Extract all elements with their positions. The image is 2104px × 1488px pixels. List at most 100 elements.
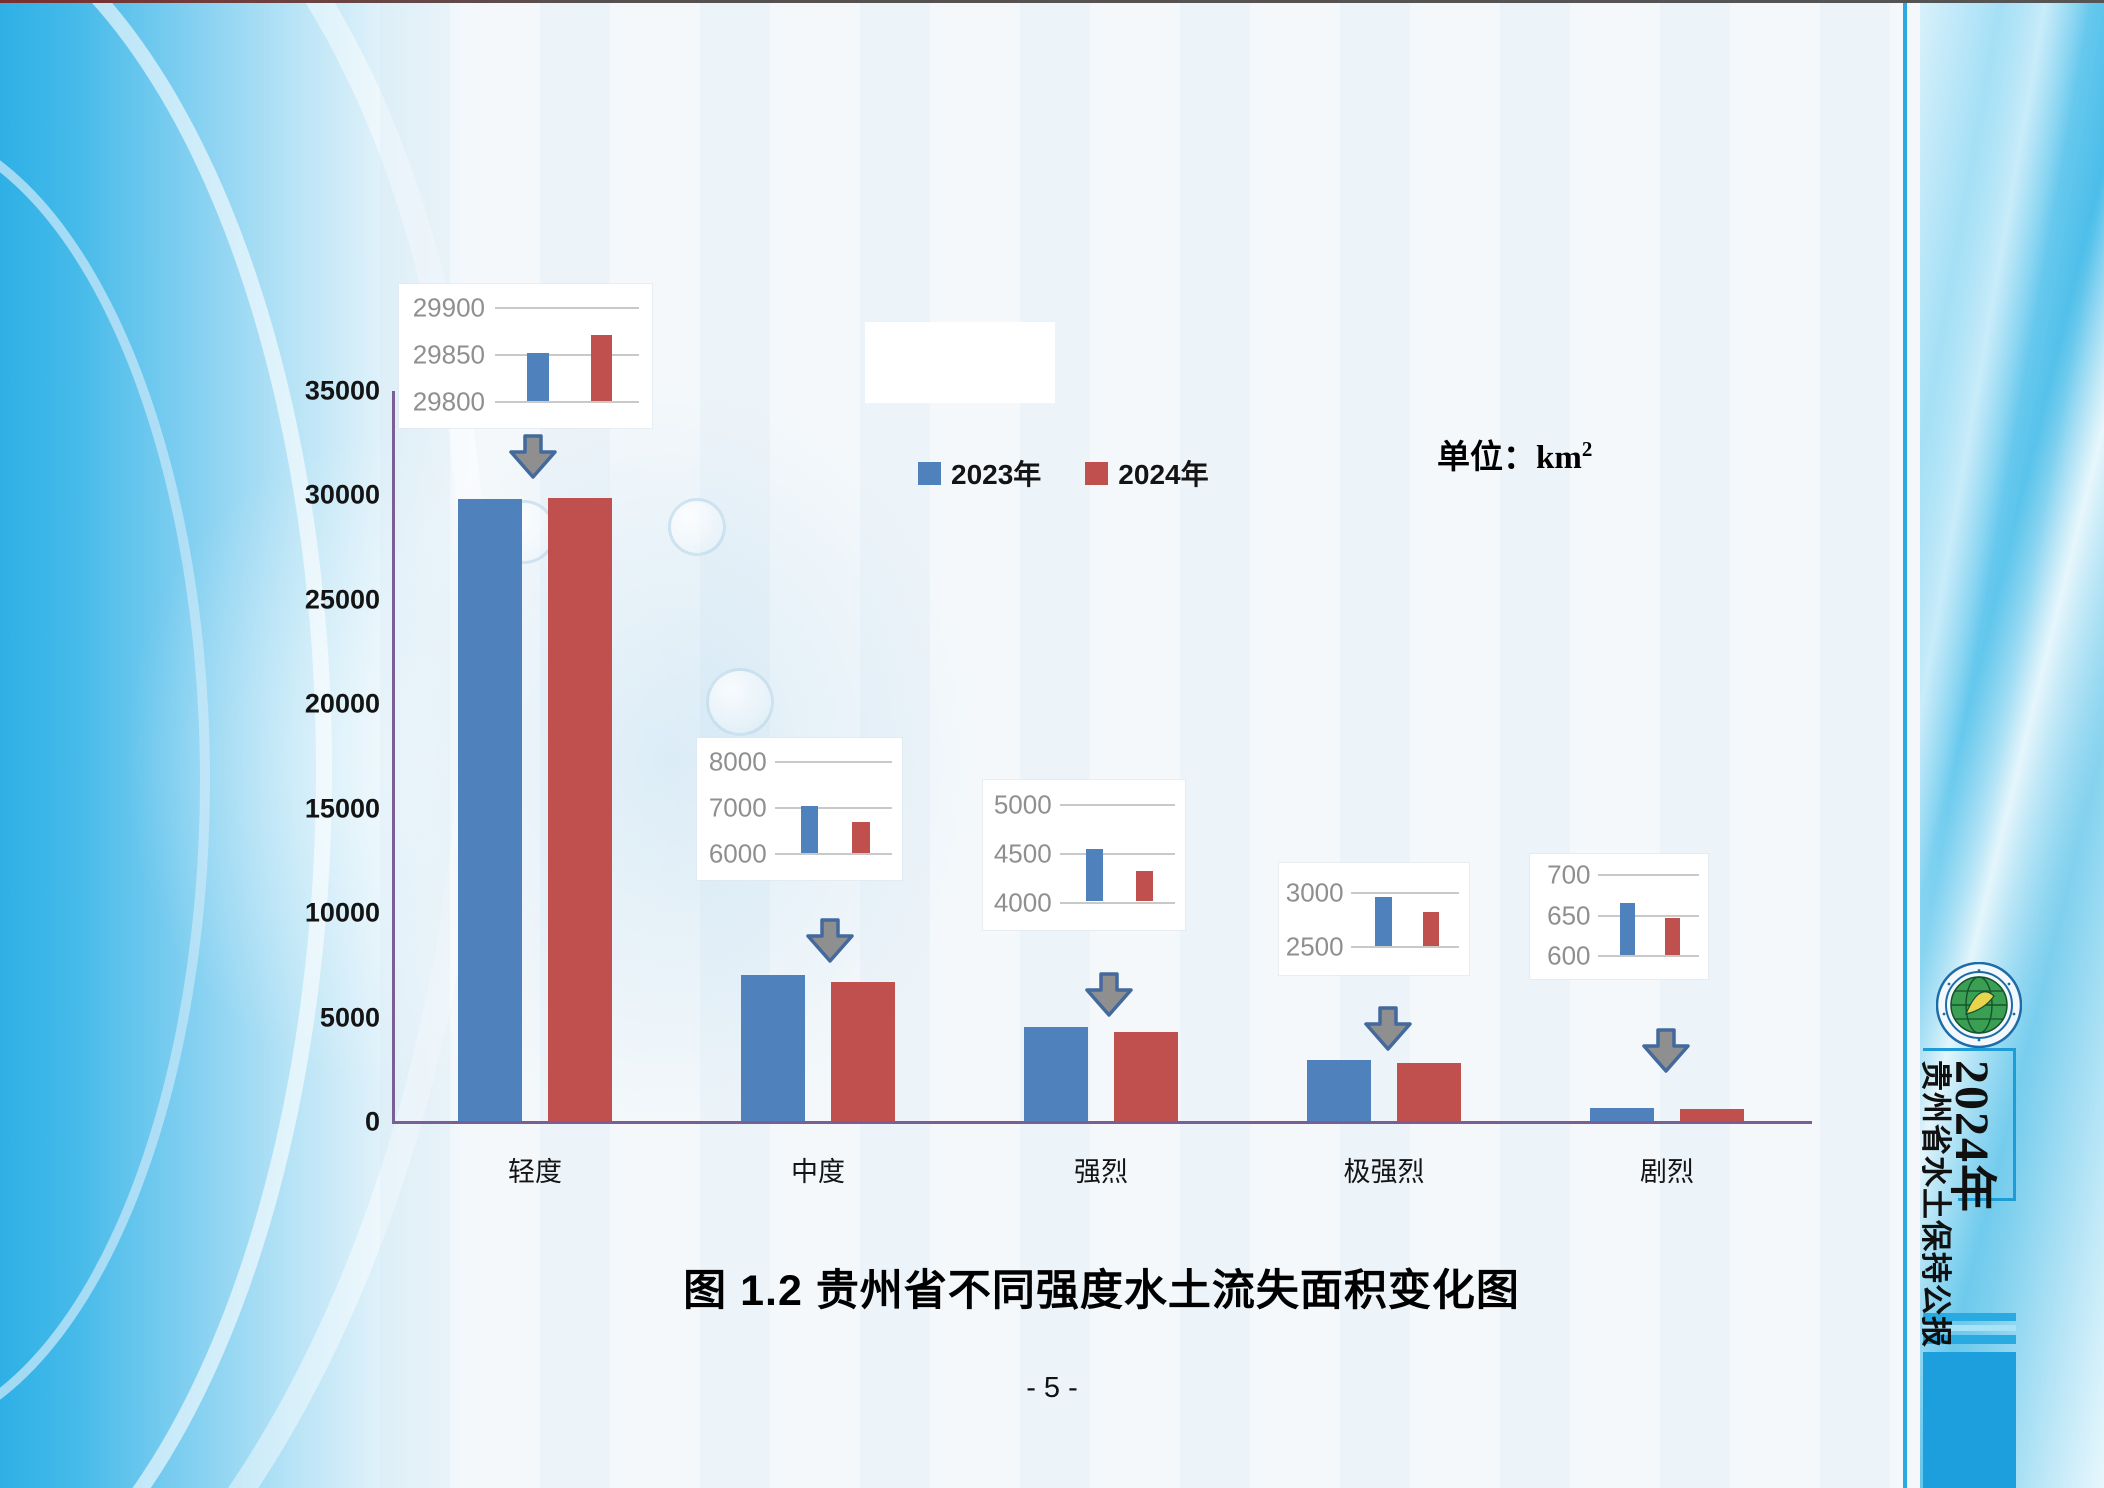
arrow-down-icon xyxy=(1364,1006,1412,1051)
inset-bar-2024年 xyxy=(1664,917,1680,956)
y-tick-label: 25000 xyxy=(304,584,380,615)
x-axis-label-轻度: 轻度 xyxy=(508,1157,562,1187)
sidebar-divider-line xyxy=(1903,0,1907,1488)
inset-gridline xyxy=(1059,901,1175,904)
y-tick-label: 0 xyxy=(364,1106,380,1137)
unit-superscript: 2 xyxy=(1581,437,1593,461)
bar-2023年-极强烈 xyxy=(1307,1060,1371,1122)
inset-gridline xyxy=(1597,874,1700,876)
legend-swatch-icon xyxy=(918,461,941,485)
legend-item: 2024年 xyxy=(1085,453,1209,493)
y-axis-tick-labels: 0 5000 10000 15000 20000 25000 30000 35000 xyxy=(250,0,380,1488)
bubble-icon xyxy=(668,498,726,556)
inset-gridline xyxy=(495,353,640,356)
inset-tick-label: 600 xyxy=(1547,940,1591,971)
spine-bracket-bottom xyxy=(1958,1198,2016,1201)
inset-gridline xyxy=(774,853,892,856)
zoom-inset-qingdu: 29900 29850 29800 xyxy=(399,284,652,428)
inset-bar-2023年 xyxy=(1375,896,1392,946)
bar-2023年-强烈 xyxy=(1024,1027,1088,1122)
chart-legend: 2023年 2024年 xyxy=(918,453,1209,493)
page-top-border xyxy=(0,0,2104,3)
y-tick-label: 10000 xyxy=(304,897,380,928)
bar-2023年-中度 xyxy=(741,975,805,1122)
legend-swatch-icon xyxy=(1085,461,1109,485)
inset-tick-label: 7000 xyxy=(708,792,767,823)
x-axis-label-极强烈: 极强烈 xyxy=(1343,1157,1425,1187)
inset-bar-2024年 xyxy=(590,335,613,401)
y-tick-label: 20000 xyxy=(304,688,380,719)
bar-2024年-中度 xyxy=(831,982,895,1122)
legend-item: 2023年 xyxy=(918,453,1041,493)
zoom-inset-qianglie: 5000 4500 4000 xyxy=(983,780,1185,930)
spine-bulletin-title: 贵州省水土保持公报 xyxy=(1918,1060,1953,1348)
inset-gridline xyxy=(1597,914,1700,917)
inset-bar-2023年 xyxy=(527,352,549,401)
spine-bracket-right xyxy=(2013,1048,2016,1200)
bar-2023年-轻度 xyxy=(458,498,522,1122)
inset-tick-label: 29850 xyxy=(412,339,486,370)
unit-label: 单位：km2 xyxy=(1437,430,1592,478)
figure-caption: 图 1.2 贵州省不同强度水土流失面积变化图 xyxy=(683,1267,1520,1315)
water-background-band xyxy=(0,0,720,1488)
zoom-inset-zhongdu: 8000 7000 6000 xyxy=(697,738,902,880)
page-number: - 5 - xyxy=(1026,1372,1078,1404)
background-texture xyxy=(380,0,1900,1488)
arrow-down-icon xyxy=(509,434,557,479)
inset-tick-label: 5000 xyxy=(993,789,1052,820)
inset-tick-label: 29800 xyxy=(412,386,486,417)
inset-tick-label: 6000 xyxy=(708,838,767,869)
x-axis-label-剧烈: 剧烈 xyxy=(1640,1157,1694,1187)
water-glow xyxy=(120,420,720,1100)
inset-gridline xyxy=(495,307,640,310)
x-axis-label-强烈: 强烈 xyxy=(1074,1157,1128,1187)
inset-bar-2023年 xyxy=(1620,903,1636,956)
inset-bar-2024年 xyxy=(1136,871,1154,902)
zoom-inset-jiqianglie: 3000 2500 xyxy=(1279,863,1469,975)
y-tick-label: 35000 xyxy=(304,375,380,406)
inset-tick-label: 29900 xyxy=(412,292,486,323)
soil-water-conservation-logo-icon xyxy=(1935,961,2023,1049)
y-tick-label: 5000 xyxy=(319,1002,380,1033)
inset-bar-2024年 xyxy=(1422,911,1440,946)
inset-tick-label: 700 xyxy=(1547,859,1591,890)
inset-tick-label: 2500 xyxy=(1285,931,1344,962)
blank-overlay-box xyxy=(865,322,1055,403)
bubble-icon xyxy=(706,668,774,736)
arrow-down-icon xyxy=(806,918,854,963)
sidebar-stripe xyxy=(1923,1335,2016,1344)
inset-gridline xyxy=(1059,804,1175,806)
inset-bar-2023年 xyxy=(1085,849,1103,902)
inset-gridline xyxy=(1351,945,1460,948)
inset-tick-label: 650 xyxy=(1547,900,1591,931)
inset-gridline xyxy=(1351,892,1460,895)
bar-2024年-强烈 xyxy=(1114,1031,1178,1122)
bar-2024年-轻度 xyxy=(548,498,612,1122)
spine-bracket-top xyxy=(1923,1048,2016,1051)
inset-gridline xyxy=(495,400,640,403)
chart-y-axis xyxy=(392,391,395,1124)
zoom-inset-julie: 700 650 600 xyxy=(1530,854,1708,979)
legend-label: 2023年 xyxy=(951,459,1042,490)
inset-gridline xyxy=(1597,955,1700,958)
y-tick-label: 30000 xyxy=(304,479,380,510)
inset-bar-2023年 xyxy=(801,805,819,853)
sidebar-stripe xyxy=(1923,1313,2016,1321)
chart-x-axis xyxy=(392,1121,1812,1124)
bar-2024年-极强烈 xyxy=(1397,1063,1461,1122)
bar-2023年-剧烈 xyxy=(1590,1108,1654,1122)
inset-gridline xyxy=(1059,852,1175,855)
unit-text: 单位：km xyxy=(1437,440,1582,476)
inset-tick-label: 4000 xyxy=(993,887,1052,917)
sidebar-stripe xyxy=(1923,1325,2016,1331)
legend-label: 2024年 xyxy=(1118,459,1209,490)
inset-tick-label: 3000 xyxy=(1285,877,1344,908)
inset-tick-label: 8000 xyxy=(708,746,767,777)
arrow-down-icon xyxy=(1085,972,1133,1017)
inset-bar-2024年 xyxy=(852,821,870,853)
x-axis-label-中度: 中度 xyxy=(791,1157,845,1187)
sidebar-footer-block xyxy=(1923,1352,2016,1488)
y-tick-label: 15000 xyxy=(304,793,380,824)
inset-gridline xyxy=(774,806,892,809)
